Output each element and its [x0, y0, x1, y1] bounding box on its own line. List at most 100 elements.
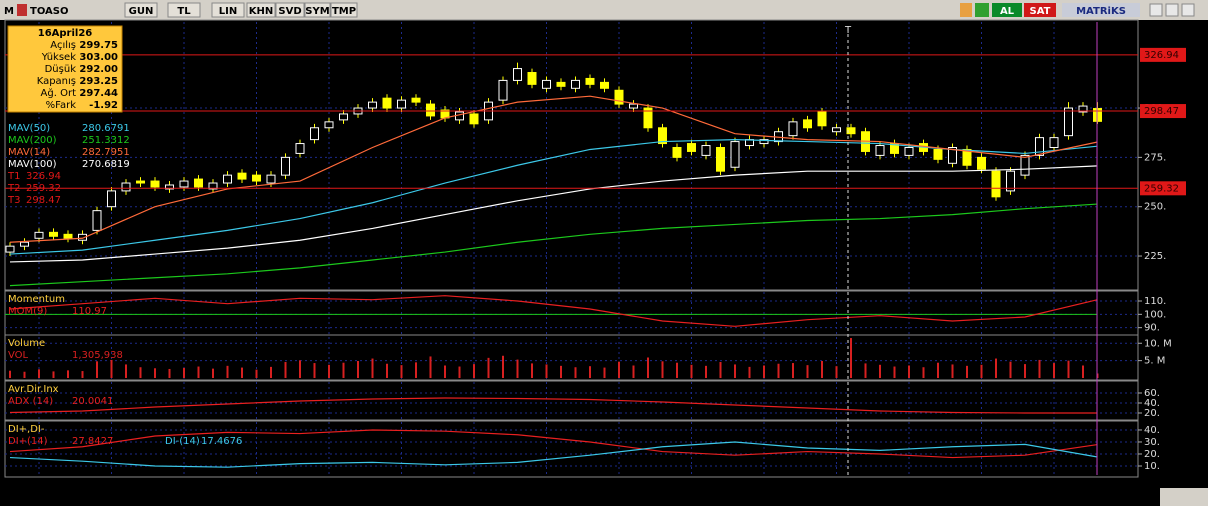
info-label: %Fark [46, 100, 77, 111]
candle-body [962, 148, 972, 166]
volume-bar [618, 361, 620, 378]
volume-bar [154, 368, 156, 378]
toolbar-button-label: SYM [305, 6, 329, 17]
candle-body [295, 143, 305, 154]
refresh-icon[interactable] [975, 3, 989, 17]
candle-body [658, 127, 667, 145]
candle-body [701, 145, 711, 156]
volume-bar [1038, 359, 1041, 378]
candle-body [629, 103, 638, 109]
volume-bar [850, 338, 852, 378]
volume-bar [661, 361, 664, 378]
series-line [9, 397, 1098, 414]
info-value: -1.92 [89, 100, 118, 111]
legend-name: DI+(14) [8, 436, 48, 447]
toolbar-button[interactable] [211, 2, 245, 18]
candle-body [1078, 105, 1088, 113]
toolbar-button[interactable] [124, 2, 158, 18]
candle-body [194, 178, 203, 188]
candle-body [991, 170, 1001, 198]
candle-body [20, 241, 29, 247]
volume-bar [763, 365, 765, 378]
volume-bar [980, 364, 983, 378]
volume-bar [23, 371, 26, 378]
candle-body [556, 81, 566, 87]
toolbar-button[interactable] [275, 2, 305, 18]
candle-body [542, 79, 551, 89]
panel-title: Avr.Dir.Inx [8, 384, 59, 395]
sell-button[interactable] [1024, 3, 1056, 17]
legend-value: 280.6791 [82, 123, 130, 134]
toolbar-button-label: GUN [129, 6, 154, 17]
buy-button[interactable] [992, 3, 1022, 17]
legend-value: 251.3312 [82, 135, 130, 146]
y-tick-label: 60. [1144, 388, 1160, 399]
info-date: 16April26 [38, 28, 93, 39]
toolbar-button-label: TL [177, 6, 191, 17]
price-label-box [1140, 47, 1186, 62]
candle-body [237, 172, 247, 180]
volume-bar [966, 365, 968, 378]
volume-bar [647, 357, 649, 378]
volume-bar [995, 358, 997, 378]
candle-body [977, 156, 986, 170]
legend-value: 17.4676 [201, 436, 242, 447]
y-tick-label: 30. [1144, 437, 1160, 448]
legend-name: DI-(14) [165, 436, 200, 447]
toolbar-button[interactable] [246, 2, 276, 18]
volume-bar [922, 367, 925, 378]
toolbar-button[interactable] [304, 2, 331, 18]
volume-bar [1024, 364, 1026, 378]
volume-bar [284, 362, 287, 378]
volume-bar [357, 360, 359, 378]
symbol[interactable]: TOASO [30, 6, 69, 17]
legend-value: 110.97 [72, 306, 107, 317]
volume-bar [1009, 361, 1012, 378]
volume-bar [415, 362, 417, 378]
candle-body [672, 147, 682, 158]
volume-bar [531, 363, 533, 378]
volume-bar [632, 365, 635, 378]
candle-body [411, 97, 421, 103]
candle-body [687, 143, 696, 152]
info-box-bg [7, 25, 123, 113]
series-line [9, 95, 1098, 243]
series-line [9, 203, 1098, 287]
toolbar-button[interactable] [330, 2, 358, 18]
toolbar-button-label: TMP [332, 6, 356, 17]
volume-bar [1053, 363, 1055, 378]
panel-title: Momentum [8, 294, 65, 305]
minimize-button[interactable] [1149, 3, 1163, 17]
volume-bar [748, 366, 751, 378]
tool-icon[interactable] [960, 3, 972, 17]
buy-label: AL [1000, 6, 1015, 17]
info-value: 292.00 [79, 64, 118, 75]
y-tick-label: 40. [1144, 398, 1160, 409]
legend-name: ADX (14) [8, 396, 53, 407]
volume-bar [183, 367, 185, 378]
volume-bar [908, 365, 910, 378]
close-button[interactable] [1181, 3, 1195, 17]
maximize-button[interactable] [1165, 3, 1179, 17]
volume-bar [821, 360, 823, 378]
volume-bar [502, 355, 504, 378]
mode-button[interactable]: M [4, 6, 14, 17]
price-label: 326.94 [1144, 50, 1179, 61]
y-tick-label: 10. M [1144, 338, 1172, 349]
info-label: Düşük [45, 64, 77, 75]
candle-body [875, 145, 885, 156]
volume-bar [835, 366, 838, 378]
panel-frame [4, 380, 1139, 421]
candle-body [382, 97, 392, 109]
toolbar-button-label: LIN [219, 6, 237, 17]
volume-bar [168, 368, 171, 378]
candle-body [92, 210, 102, 231]
volume-bar [139, 367, 142, 378]
candle-body [933, 148, 943, 160]
toolbar-button[interactable] [167, 2, 201, 18]
volume-bar [52, 371, 55, 378]
legend-value: 20.0041 [72, 396, 113, 407]
toolbar-button-label: KHN [249, 6, 274, 17]
legend-value: 259.32 [26, 183, 61, 194]
scroll-tools[interactable] [1160, 488, 1208, 506]
